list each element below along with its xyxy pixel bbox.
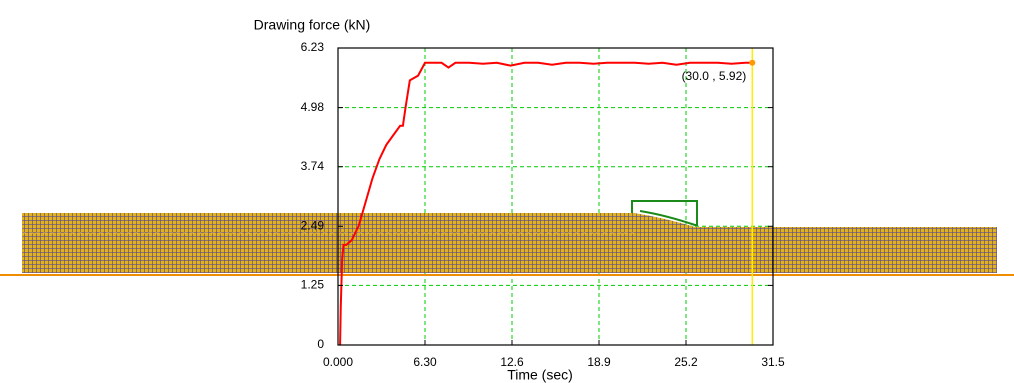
plot-area [338,48,773,345]
x-tick-label: 12.6 [500,355,524,369]
chart: (30.0 , 5.92) Drawing force (kN) Time (s… [0,0,1014,383]
y-tick-label: 3.74 [301,159,325,173]
y-tick-label: 4.98 [301,100,325,114]
x-tick-label: 6.30 [413,355,437,369]
chart-title: Drawing force (kN) [254,17,371,33]
x-tick-label: 0.000 [323,355,353,369]
y-tick-label: 2.49 [301,218,325,232]
y-tick-label: 0 [317,337,324,351]
x-tick-label: 25.2 [674,355,698,369]
x-tick-label: 31.5 [761,355,785,369]
y-tick-label: 6.23 [301,40,325,54]
cursor-point [749,60,755,66]
cursor-label: (30.0 , 5.92) [682,69,747,83]
x-tick-label: 18.9 [587,355,611,369]
y-tick-label: 1.25 [301,278,325,292]
